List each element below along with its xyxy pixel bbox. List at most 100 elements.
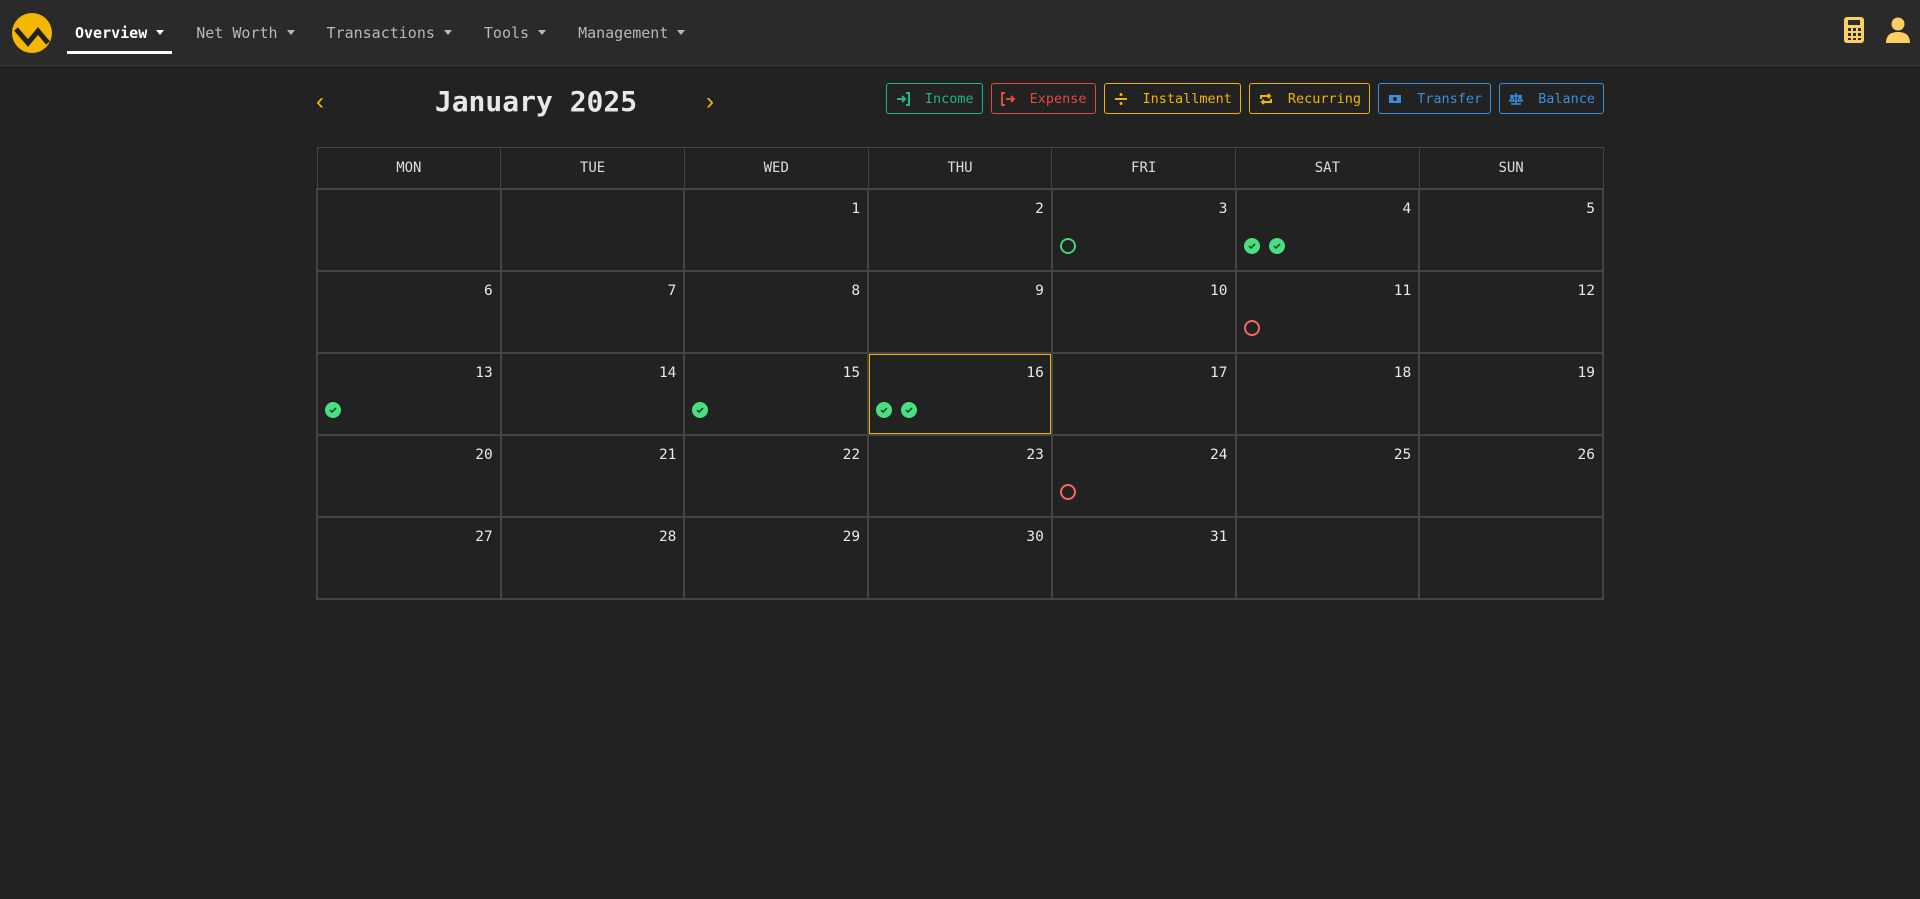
day-cell[interactable]: 31 — [1050, 515, 1237, 600]
day-cell[interactable]: 9 — [867, 269, 1053, 354]
calendar-week: 6 7 8 9 10 11 12 — [316, 269, 1604, 354]
day-number: 28 — [658, 528, 677, 545]
add-recurring-button[interactable]: Recurring — [1248, 83, 1371, 114]
pending-transaction-icon[interactable] — [1059, 483, 1076, 500]
day-number: 8 — [851, 282, 861, 299]
month-title: January 2025 — [434, 85, 638, 118]
nav-net-worth[interactable]: Net Worth — [188, 0, 302, 66]
day-number: 11 — [1393, 282, 1412, 299]
button-label: Expense — [1029, 90, 1087, 107]
day-cell[interactable]: 17 — [1050, 351, 1237, 436]
day-number: 15 — [842, 364, 861, 381]
top-navbar: Overview Net Worth Transactions Tools Manage… — [0, 0, 1920, 66]
day-cell[interactable]: 19 — [1418, 351, 1604, 436]
day-number: 3 — [1218, 200, 1228, 217]
caret-down-icon — [443, 30, 452, 35]
day-cell[interactable]: 22 — [683, 433, 870, 518]
sign-out-icon — [1000, 91, 1016, 106]
add-installment-button[interactable]: Installment — [1103, 83, 1241, 114]
day-number: 25 — [1393, 446, 1412, 463]
day-cell[interactable]: 26 — [1418, 433, 1604, 518]
day-cell[interactable]: 24 — [1050, 433, 1237, 518]
next-month-button[interactable]: › — [706, 88, 714, 115]
day-number: 20 — [475, 446, 493, 463]
nav-management[interactable]: Management — [570, 0, 693, 66]
calendar-grid: MON TUE WED THU FRI SAT SUN 1 2 3 4 5 6 7 8 9 10 11 12 13 1… — [316, 147, 1604, 600]
nav-label: Net Worth — [196, 23, 278, 42]
day-cell[interactable]: 4 — [1234, 187, 1421, 272]
weekday-header: THU — [867, 147, 1053, 190]
empty-cell — [1418, 515, 1604, 600]
nav-label: Tools — [483, 23, 530, 42]
add-expense-button[interactable]: Expense — [990, 83, 1096, 114]
day-number: 9 — [1035, 282, 1044, 299]
button-label: Transfer — [1417, 90, 1483, 107]
pending-transaction-icon[interactable] — [1059, 237, 1076, 254]
completed-transaction-icon[interactable] — [1268, 237, 1285, 254]
user-icon[interactable] — [1886, 17, 1910, 43]
day-cell[interactable]: 3 — [1050, 187, 1237, 272]
day-number: 13 — [475, 364, 493, 381]
completed-transaction-icon[interactable] — [876, 401, 893, 418]
day-cell[interactable]: 16 — [867, 351, 1053, 436]
day-cell[interactable]: 6 — [316, 269, 502, 354]
add-balance-button[interactable]: Balance — [1499, 83, 1604, 114]
completed-transaction-icon[interactable] — [1243, 237, 1260, 254]
weekday-header: TUE — [500, 147, 685, 190]
day-cell[interactable]: 5 — [1418, 187, 1604, 272]
day-number: 16 — [1026, 364, 1044, 381]
weekday-header: FRI — [1051, 147, 1237, 190]
pending-transaction-icon[interactable] — [1243, 319, 1260, 336]
day-cell[interactable]: 8 — [683, 269, 870, 354]
day-cell[interactable]: 30 — [867, 515, 1053, 600]
day-cell[interactable]: 29 — [683, 515, 870, 600]
day-cell[interactable]: 2 — [867, 187, 1053, 272]
nav-label: Management — [578, 23, 669, 42]
day-cell[interactable]: 28 — [499, 515, 686, 600]
app-logo[interactable] — [12, 12, 52, 53]
day-number: 12 — [1577, 282, 1595, 299]
day-number: 26 — [1577, 446, 1595, 463]
day-number: 4 — [1402, 200, 1412, 217]
day-number: 19 — [1577, 364, 1595, 381]
calculator-icon[interactable] — [1844, 17, 1864, 43]
day-cell[interactable]: 27 — [316, 515, 502, 600]
completed-transaction-icon[interactable] — [901, 401, 918, 418]
day-cell[interactable]: 18 — [1234, 351, 1421, 436]
calendar-week: 20 21 22 23 24 25 26 — [316, 433, 1604, 518]
caret-down-icon — [286, 30, 295, 35]
day-cell[interactable]: 13 — [316, 351, 502, 436]
day-cell[interactable]: 20 — [316, 433, 502, 518]
button-label: Income — [924, 90, 974, 107]
caret-down-icon — [156, 30, 165, 35]
day-cell[interactable]: 12 — [1418, 269, 1604, 354]
day-cell[interactable]: 10 — [1050, 269, 1237, 354]
calendar-toolbar: ‹ January 2025 › Income Expense Installmen… — [316, 82, 1604, 126]
nav-overview[interactable]: Overview — [67, 0, 173, 66]
prev-month-button[interactable]: ‹ — [316, 88, 324, 115]
button-label: Installment — [1142, 90, 1232, 107]
add-transfer-button[interactable]: Transfer — [1378, 83, 1492, 114]
day-number: 1 — [851, 200, 861, 217]
day-cell[interactable]: 23 — [867, 433, 1053, 518]
calendar-week: 13 14 15 16 17 18 19 — [316, 351, 1604, 436]
completed-transaction-icon[interactable] — [325, 401, 341, 418]
day-number: 5 — [1586, 200, 1595, 217]
day-cell[interactable]: 21 — [499, 433, 686, 518]
caret-down-icon — [538, 30, 547, 35]
scale-icon — [1508, 92, 1524, 105]
day-cell[interactable]: 14 — [499, 351, 686, 436]
day-cell[interactable]: 25 — [1234, 433, 1421, 518]
day-cell[interactable]: 11 — [1234, 269, 1421, 354]
completed-transaction-icon[interactable] — [692, 401, 709, 418]
day-number: 30 — [1026, 528, 1044, 545]
nav-tools[interactable]: Tools — [476, 0, 554, 66]
day-cell[interactable]: 7 — [499, 269, 686, 354]
day-number: 2 — [1035, 200, 1044, 217]
day-cell[interactable]: 1 — [683, 187, 870, 272]
money-transfer-icon — [1389, 94, 1402, 103]
nav-transactions[interactable]: Transactions — [319, 0, 460, 66]
weekday-header: WED — [683, 147, 869, 190]
add-income-button[interactable]: Income — [885, 83, 983, 114]
day-cell[interactable]: 15 — [683, 351, 870, 436]
